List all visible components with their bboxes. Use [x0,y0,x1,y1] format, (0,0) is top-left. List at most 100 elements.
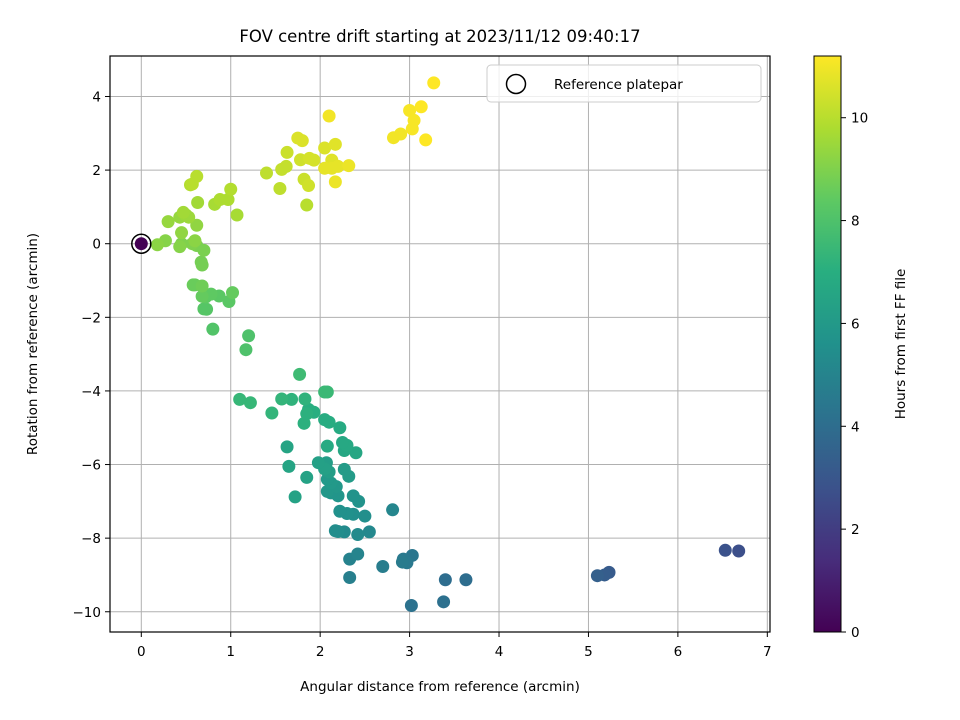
x-tick-label: 2 [316,644,325,660]
data-point [260,166,274,180]
data-point [280,145,294,159]
data-point [414,100,428,114]
data-point [459,573,473,587]
chart-title: FOV centre drift starting at 2023/11/12 … [239,27,640,46]
legend-reference-marker [505,73,527,95]
data-point [230,208,244,222]
y-tick-label: −4 [81,384,101,400]
y-tick-label: −10 [73,605,102,621]
grid-lines [110,56,770,632]
data-point [403,103,417,117]
data-point [386,503,400,517]
x-tick-label: 6 [674,644,683,660]
data-point [351,547,365,561]
data-point [288,490,302,504]
data-point [194,255,208,269]
data-point [197,302,211,316]
y-tick-label: −6 [81,458,101,474]
data-point [195,279,209,293]
data-point [134,237,148,251]
data-point [320,439,334,453]
data-point [337,462,351,476]
data-point [343,571,357,585]
y-tick-label: 2 [92,163,101,179]
data-point [300,407,314,421]
y-axis-label: Rotation from reference (arcmin) [25,233,41,455]
data-point [293,367,307,381]
colorbar-tick-label: 4 [851,419,860,435]
data-point [307,153,321,167]
y-tick-label: −2 [81,310,101,326]
colorbar-tick-label: 10 [851,111,868,127]
data-point [190,169,204,183]
data-point [322,109,336,123]
legend: Reference platepar [486,64,762,103]
x-axis-label: Angular distance from reference (arcmin) [300,679,580,695]
data-point [300,470,314,484]
data-point [224,182,238,196]
data-point [407,113,421,127]
data-point [328,137,342,151]
data-point [265,406,279,420]
data-point [311,456,325,470]
data-point [190,218,204,232]
data-point [590,569,604,583]
data-point [195,289,209,303]
data-point [285,392,299,406]
data-point [173,240,187,254]
data-point [295,134,309,148]
data-point [331,159,345,173]
data-point [404,599,418,613]
colorbar-ticks: 0 2 4 6 8 10 [841,111,868,641]
data-point [188,234,202,248]
legend-box [486,64,762,103]
x-tick-label: 4 [495,644,504,660]
colorbar: 0 2 4 6 8 10 Hours from first FF file [813,55,909,641]
colorbar-tick-label: 6 [851,316,860,332]
data-point [221,193,235,207]
data-point [346,489,360,503]
data-point [351,527,365,541]
data-point [206,322,220,336]
data-point [336,435,350,449]
x-tick-label: 0 [137,644,146,660]
y-tick-label: 0 [92,237,101,253]
data-point [718,543,732,557]
data-point [419,133,433,147]
data-point [349,446,363,460]
data-point [362,525,376,539]
data-point [282,459,296,473]
data-point [239,343,253,357]
data-point [427,76,441,90]
colorbar-tick-label: 8 [851,214,860,230]
data-point [150,238,164,252]
data-point [318,141,332,155]
data-point [191,195,205,209]
data-point [328,175,342,189]
data-point [318,385,332,399]
data-point [298,392,312,406]
data-point [333,504,347,518]
x-tick-label: 3 [405,644,414,660]
data-point [333,421,347,435]
data-point [376,559,390,573]
data-point [358,509,372,523]
y-tick-label: −8 [81,531,101,547]
reference-platepar-marker [131,233,152,254]
data-point [273,181,287,195]
data-point [318,413,332,427]
data-point [226,286,240,300]
data-point [395,555,409,569]
data-point [280,440,294,454]
data-point [732,544,746,558]
colorbar-label: Hours from first FF file [893,269,909,420]
y-tick-label: 4 [92,89,101,105]
x-tick-label: 7 [763,644,772,660]
data-point [300,198,314,212]
y-axis-ticks: −10 −8 −6 −4 −2 0 2 4 [73,89,110,621]
data-point [243,396,257,410]
colorbar-gradient [813,55,842,633]
data-point [302,179,316,193]
data-point [275,392,289,406]
